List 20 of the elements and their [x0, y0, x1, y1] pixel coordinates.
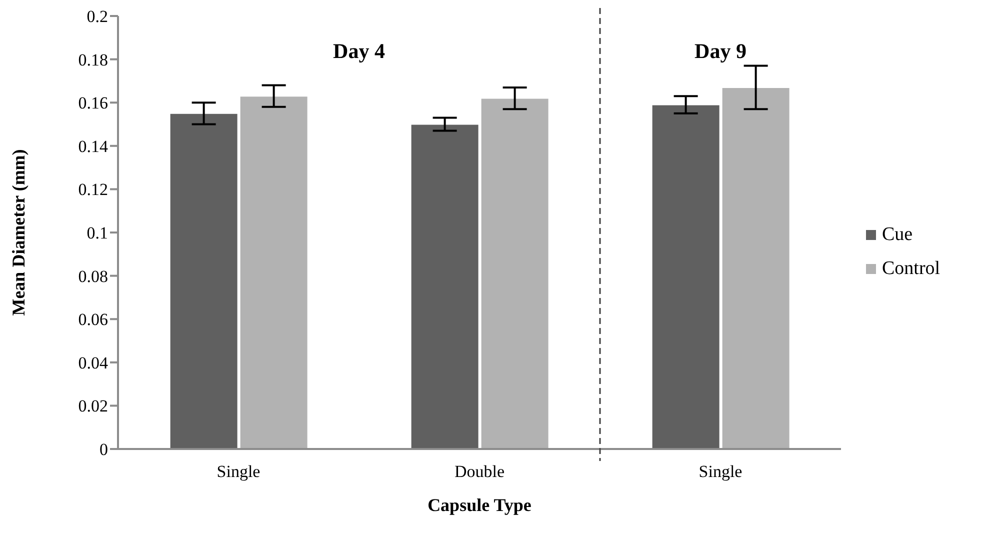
legend-label: Control	[882, 257, 940, 281]
y-tick-label: 0	[100, 440, 108, 460]
y-tick-label: 0.14	[78, 136, 108, 156]
y-tick-label: 0.16	[78, 94, 108, 113]
y-tick-label: 0.18	[78, 50, 108, 70]
x-axis-title: Capsule Type	[428, 495, 532, 515]
y-tick-label: 0.02	[78, 396, 108, 416]
y-tick-label: 0.04	[78, 353, 108, 372]
x-tick-label: Double	[454, 462, 505, 482]
annotation: Day 9	[694, 39, 746, 63]
y-tick-label: 0.08	[78, 266, 108, 286]
legend-label: Cue	[882, 223, 913, 247]
y-tick-label: 0.06	[78, 310, 108, 330]
x-tick-label: Single	[216, 462, 260, 482]
annotation: Day 4	[333, 39, 386, 63]
x-tick-label: Single	[698, 462, 742, 482]
y-tick-label: 0.12	[78, 180, 108, 200]
y-tick-label: 0.1	[86, 224, 108, 243]
y-tick-label: 0.2	[86, 7, 108, 26]
y-axis-title: Mean Diameter (mm)	[8, 149, 28, 316]
